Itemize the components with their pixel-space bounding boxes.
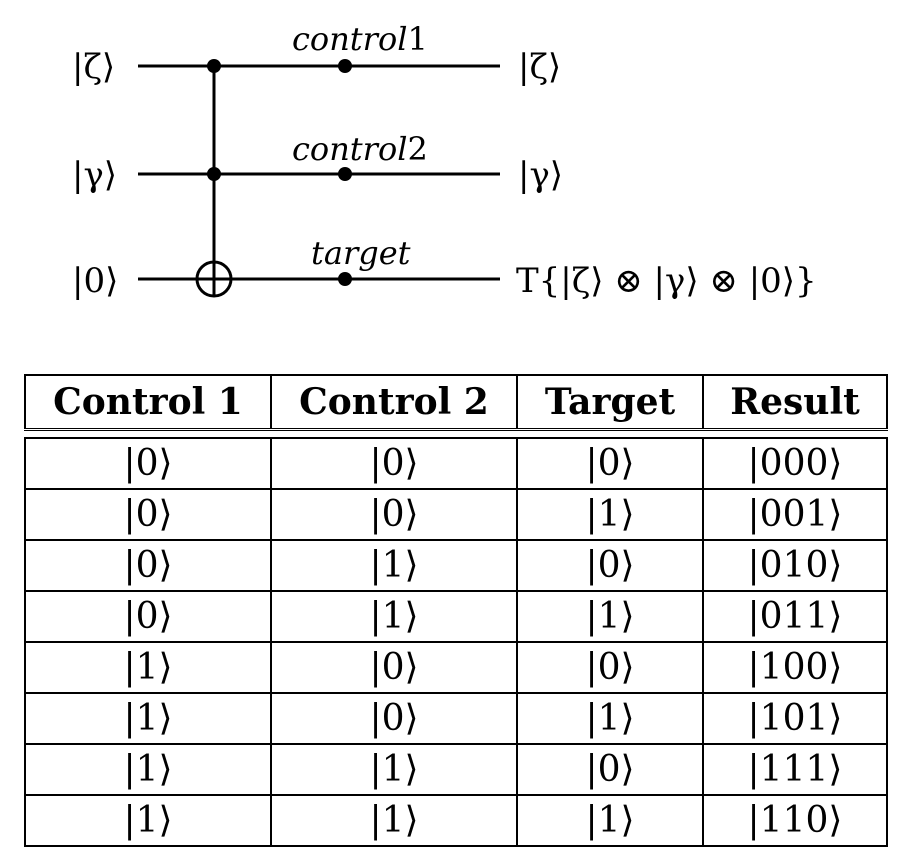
table-cell: |1⟩ <box>270 794 518 847</box>
qubit-2-wire-marker <box>338 167 352 181</box>
table-cell: |1⟩ <box>270 743 518 796</box>
qubit-3-wire-label-text: target <box>311 234 411 272</box>
qubit-2-wire-label-num: 2 <box>407 130 427 168</box>
table-cell: |1⟩ <box>24 641 272 694</box>
truth-table-header-row: Control 1 Control 2 Target Result <box>24 374 888 431</box>
toffoli-control-dot-2 <box>207 167 221 181</box>
table-row: |0⟩ |1⟩ |0⟩ |010⟩ <box>24 539 888 592</box>
table-cell: |1⟩ <box>516 794 704 847</box>
table-cell: |110⟩ <box>702 794 888 847</box>
table-row: |1⟩ |1⟩ |1⟩ |110⟩ <box>24 794 888 847</box>
header-control-1: Control 1 <box>24 374 272 431</box>
table-row: |1⟩ |0⟩ |1⟩ |101⟩ <box>24 692 888 745</box>
toffoli-control-dot-1 <box>207 59 221 73</box>
table-row: |1⟩ |1⟩ |0⟩ |111⟩ <box>24 743 888 796</box>
table-row: |0⟩ |1⟩ |1⟩ |011⟩ <box>24 590 888 643</box>
header-target: Target <box>516 374 704 431</box>
table-cell: |0⟩ <box>270 488 518 541</box>
table-cell: |1⟩ <box>270 590 518 643</box>
qubit-2-wire-label: control2 <box>292 130 428 168</box>
table-cell: |0⟩ <box>24 437 272 490</box>
table-cell: |010⟩ <box>702 539 888 592</box>
table-cell: |001⟩ <box>702 488 888 541</box>
table-cell: |111⟩ <box>702 743 888 796</box>
table-cell: |0⟩ <box>270 692 518 745</box>
table-cell: |0⟩ <box>24 539 272 592</box>
table-cell: |0⟩ <box>270 641 518 694</box>
qubit-1-wire-label: control1 <box>292 20 428 58</box>
table-row: |0⟩ |0⟩ |0⟩ |000⟩ <box>24 437 888 490</box>
truth-table-container: Control 1 Control 2 Target Result |0⟩ |0… <box>24 374 888 847</box>
table-cell: |0⟩ <box>516 641 704 694</box>
table-cell: |0⟩ <box>24 488 272 541</box>
table-cell: |100⟩ <box>702 641 888 694</box>
qubit-3-wire-label: target <box>311 234 411 272</box>
header-separator-cell <box>25 429 887 439</box>
table-cell: |1⟩ <box>24 743 272 796</box>
table-cell: |0⟩ <box>24 590 272 643</box>
qubit-2-output: |γ⟩ <box>518 155 563 195</box>
table-cell: |0⟩ <box>516 437 704 490</box>
table-cell: |1⟩ <box>270 539 518 592</box>
table-cell: |101⟩ <box>702 692 888 745</box>
table-row: |0⟩ |0⟩ |1⟩ |001⟩ <box>24 488 888 541</box>
table-cell: |1⟩ <box>24 692 272 745</box>
table-cell: |011⟩ <box>702 590 888 643</box>
qubit-1-wire-label-num: 1 <box>407 20 427 58</box>
table-row: |1⟩ |0⟩ |0⟩ |100⟩ <box>24 641 888 694</box>
table-cell: |0⟩ <box>516 743 704 796</box>
table-cell: |1⟩ <box>516 692 704 745</box>
toffoli-circuit-diagram: |ζ⟩ control1 |ζ⟩ |γ⟩ control2 |γ⟩ |0⟩ ta… <box>72 20 817 301</box>
qubit-1-output: |ζ⟩ <box>518 47 561 87</box>
table-cell: |0⟩ <box>516 539 704 592</box>
qubit-2-wire-label-text: control <box>292 130 407 168</box>
table-cell: |000⟩ <box>702 437 888 490</box>
table-cell: |0⟩ <box>270 437 518 490</box>
qubit-3-output: T{|ζ⟩ ⊗ |γ⟩ ⊗ |0⟩} <box>516 261 817 301</box>
table-cell: |1⟩ <box>24 794 272 847</box>
header-separator <box>25 429 887 439</box>
qubit-3-input: |0⟩ <box>72 261 118 301</box>
qubit-1-wire-marker <box>338 59 352 73</box>
header-result: Result <box>702 374 888 431</box>
qubit-3-wire-marker <box>338 272 352 286</box>
table-cell: |1⟩ <box>516 488 704 541</box>
truth-table: Control 1 Control 2 Target Result |0⟩ |0… <box>24 374 888 847</box>
qubit-1-wire-label-text: control <box>292 20 407 58</box>
qubit-2-input: |γ⟩ <box>72 155 117 195</box>
qubit-1-input: |ζ⟩ <box>72 47 115 87</box>
header-control-2: Control 2 <box>270 374 518 431</box>
table-cell: |1⟩ <box>516 590 704 643</box>
